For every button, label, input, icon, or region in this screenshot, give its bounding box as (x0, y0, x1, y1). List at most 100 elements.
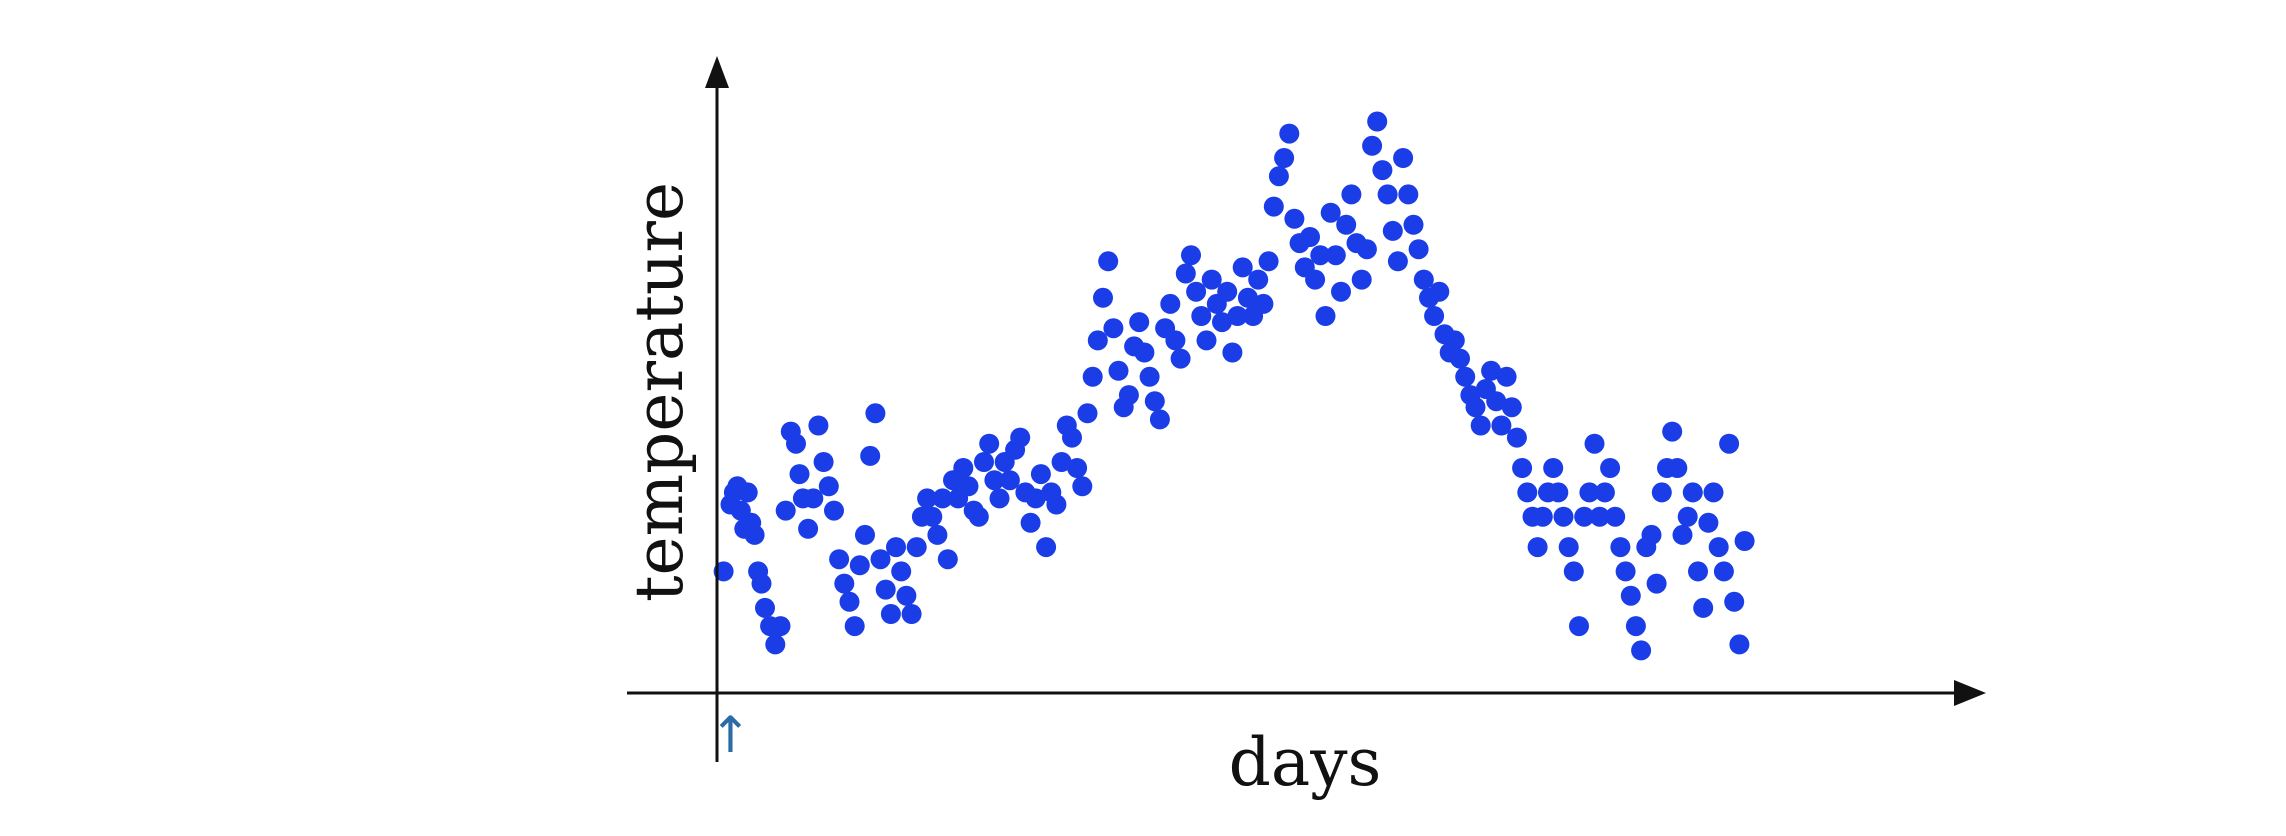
data-point-110 (1263, 196, 1284, 217)
data-point-76 (1087, 330, 1108, 351)
data-point-79 (1103, 318, 1124, 339)
data-point-156 (1501, 397, 1522, 418)
data-point-13 (765, 634, 786, 655)
data-point-180 (1625, 616, 1646, 637)
data-point-45 (927, 524, 948, 545)
data-point-162 (1532, 506, 1553, 527)
data-point-61 (1010, 427, 1031, 448)
data-point-155 (1496, 366, 1517, 387)
data-point-87 (1144, 391, 1165, 412)
data-points (713, 111, 1755, 661)
data-point-158 (1512, 458, 1533, 478)
data-point-118 (1305, 269, 1326, 290)
data-point-150 (1470, 415, 1491, 436)
data-point-190 (1677, 506, 1698, 527)
data-point-15 (775, 500, 796, 521)
data-point-0 (713, 561, 734, 582)
data-point-34 (870, 549, 891, 570)
data-point-196 (1708, 537, 1729, 558)
data-point-74 (1077, 403, 1098, 424)
data-point-40 (901, 604, 922, 624)
data-point-18 (789, 464, 810, 485)
data-point-181 (1631, 640, 1652, 661)
data-point-135 (1393, 148, 1414, 168)
data-point-38 (891, 561, 912, 582)
data-point-142 (1429, 281, 1450, 302)
data-point-174 (1594, 482, 1615, 503)
data-point-10 (751, 573, 772, 594)
data-point-170 (1574, 506, 1595, 527)
data-point-32 (860, 445, 881, 466)
data-point-178 (1615, 561, 1636, 582)
data-point-98 (1201, 269, 1222, 290)
data-point-94 (1181, 245, 1201, 266)
data-point-44 (922, 506, 943, 527)
data-point-114 (1284, 208, 1305, 229)
data-point-105 (1237, 287, 1258, 308)
data-point-185 (1651, 482, 1672, 503)
data-point-136 (1398, 184, 1419, 205)
data-point-191 (1682, 482, 1703, 503)
data-point-200 (1729, 634, 1750, 655)
data-point-129 (1362, 135, 1383, 156)
data-point-84 (1129, 312, 1150, 333)
data-point-77 (1093, 287, 1113, 308)
data-point-137 (1403, 214, 1424, 235)
data-point-197 (1713, 561, 1734, 582)
data-point-30 (849, 555, 870, 576)
data-point-127 (1351, 269, 1372, 290)
x-axis-label: days (1229, 724, 1382, 801)
data-point-21 (803, 488, 824, 509)
data-point-125 (1341, 184, 1362, 205)
data-point-50 (953, 458, 974, 478)
data-point-153 (1486, 391, 1507, 412)
data-point-199 (1724, 591, 1745, 612)
data-point-152 (1481, 360, 1502, 381)
data-point-95 (1186, 281, 1207, 302)
data-point-24 (818, 476, 839, 497)
data-point-100 (1212, 312, 1232, 333)
data-point-103 (1227, 306, 1248, 326)
data-point-27 (834, 573, 855, 594)
data-point-171 (1579, 482, 1600, 503)
data-point-33 (865, 403, 886, 424)
data-point-78 (1098, 251, 1119, 272)
data-point-41 (906, 537, 927, 558)
data-point-133 (1382, 220, 1403, 241)
y-axis-label: temperature (621, 182, 698, 602)
data-point-29 (844, 616, 865, 637)
start-marker-arrow: ↑ (710, 706, 752, 764)
data-point-184 (1646, 573, 1667, 594)
data-point-141 (1424, 306, 1445, 326)
data-point-63 (1020, 512, 1041, 533)
data-point-17 (786, 433, 806, 454)
data-point-138 (1408, 239, 1429, 260)
data-point-20 (798, 518, 819, 539)
data-point-68 (1046, 494, 1067, 515)
data-point-39 (896, 585, 917, 606)
data-point-168 (1563, 561, 1584, 582)
data-point-161 (1527, 537, 1548, 558)
data-point-130 (1367, 111, 1388, 132)
data-point-132 (1377, 184, 1398, 205)
data-point-109 (1258, 251, 1279, 272)
data-point-86 (1139, 366, 1160, 387)
data-point-157 (1506, 427, 1527, 448)
data-point-37 (886, 537, 906, 558)
data-point-73 (1072, 476, 1093, 497)
data-point-65 (1030, 464, 1051, 485)
data-point-172 (1584, 433, 1605, 454)
data-point-6 (737, 482, 758, 503)
data-point-122 (1325, 245, 1346, 266)
data-point-198 (1719, 433, 1740, 454)
data-point-165 (1548, 482, 1569, 503)
data-point-145 (1444, 330, 1465, 351)
data-point-69 (1051, 452, 1072, 472)
data-point-147 (1455, 366, 1476, 387)
data-point-11 (755, 597, 775, 618)
data-point-55 (979, 433, 1000, 454)
data-point-82 (1118, 385, 1139, 406)
data-point-169 (1569, 616, 1589, 637)
data-point-120 (1315, 306, 1336, 326)
data-point-26 (829, 549, 850, 570)
